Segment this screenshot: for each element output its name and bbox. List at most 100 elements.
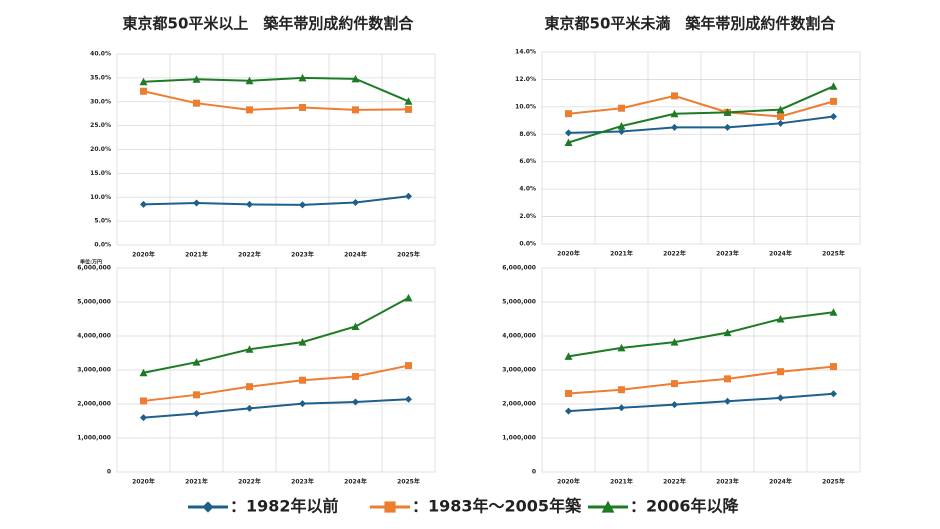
marker [618,128,625,136]
marker [617,122,626,130]
x-tick-label: 2020年 [557,478,580,486]
marker [671,380,678,388]
marker [565,389,572,397]
marker [352,372,359,380]
x-tick-label: 2020年 [132,478,155,486]
y-tick-label: 4,000,000 [77,333,111,340]
marker [777,368,784,376]
marker [724,397,731,405]
y-tick-label: 0 [107,469,111,476]
y-tick-label: 5,000,000 [77,299,111,306]
marker [299,400,306,408]
y-tick-label: 3,000,000 [77,367,111,374]
legend-label: ：1983年～2005年築 [412,497,582,516]
series-line [143,398,409,419]
marker [724,375,731,383]
marker [299,201,306,209]
x-tick-label: 2020年 [132,251,155,259]
y-tick-label: 3,000,000 [502,367,536,374]
x-tick-label: 2025年 [397,478,420,486]
series-line [568,392,834,413]
x-tick-label: 2023年 [291,478,314,486]
x-tick-label: 2022年 [663,250,686,258]
marker [405,362,412,370]
marker [192,75,201,83]
y-tick-label: 8.0% [519,131,536,138]
x-tick-label: 2022年 [238,478,261,486]
chart-title: 東京都50平米未満 築年帯別成約件数割合 [545,15,837,33]
marker [565,129,572,137]
marker [565,110,572,118]
marker [246,383,253,391]
y-tick-label: 4.0% [519,186,536,193]
marker [830,97,837,105]
legend-marker [384,501,396,513]
y-tick-label: 0 [532,469,536,476]
legend-label: ：1982年以前 [230,497,339,516]
series-line [143,90,409,111]
y-tick-label: 10.0% [515,103,536,110]
legend-marker [601,500,615,513]
y-tick-label: 15.0% [90,170,111,177]
x-tick-label: 2021年 [185,251,208,259]
y-tick-label: 2,000,000 [77,401,111,408]
marker [776,315,785,323]
y-tick-label: 1,000,000 [77,435,111,442]
series-line [568,94,834,118]
x-tick-label: 2023年 [291,251,314,259]
y-tick-label: 1,000,000 [502,435,536,442]
y-tick-label: 25.0% [90,122,111,129]
marker [777,119,784,127]
marker [298,73,307,82]
marker [404,97,413,105]
series-line [568,365,834,395]
y-tick-label: 12.0% [515,76,536,83]
marker [246,106,253,114]
y-tick-label: 14.0% [515,49,536,56]
marker [352,106,359,114]
marker [193,410,200,418]
marker [617,343,626,352]
y-tick-label: 40.0% [90,51,111,58]
marker [245,345,254,353]
x-tick-label: 2023年 [716,250,739,258]
marker [245,76,254,85]
marker [670,109,679,118]
marker [405,192,412,200]
marker [618,386,625,394]
marker [830,390,837,398]
y-tick-label: 6.0% [519,158,536,165]
x-tick-label: 2024年 [344,478,367,486]
marker [246,404,253,412]
y-tick-label: 2.0% [519,213,536,220]
marker [351,74,360,83]
x-tick-label: 2025年 [822,250,845,258]
marker [565,407,572,415]
marker [352,398,359,406]
marker [299,103,306,111]
y-tick-label: 10.0% [90,194,111,201]
marker [193,391,200,399]
marker [618,404,625,412]
marker [140,397,147,405]
marker [246,200,253,208]
series-line [143,76,409,103]
marker [140,87,147,95]
marker [140,200,147,208]
marker [140,414,147,422]
x-tick-label: 2025年 [822,478,845,486]
marker [671,401,678,409]
marker [671,92,678,100]
marker [830,112,837,120]
y-tick-label: 0.0% [94,242,111,249]
x-tick-label: 2022年 [663,478,686,486]
marker [404,293,413,302]
marker [776,105,785,114]
marker [777,394,784,402]
y-tick-label: 0.0% [519,241,536,248]
marker [618,104,625,112]
series-line [568,115,834,134]
marker [723,108,732,116]
marker [299,376,306,384]
